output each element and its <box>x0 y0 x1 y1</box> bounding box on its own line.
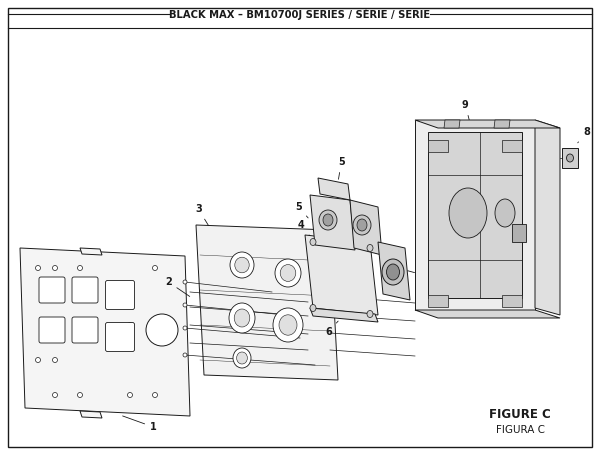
Polygon shape <box>562 148 578 168</box>
Ellipse shape <box>367 310 373 318</box>
Ellipse shape <box>152 266 157 271</box>
FancyBboxPatch shape <box>72 277 98 303</box>
Polygon shape <box>318 178 350 200</box>
Polygon shape <box>196 225 338 380</box>
Ellipse shape <box>183 326 187 330</box>
Text: BLACK MAX – BM10700J SERIES / SÉRIE / SERIE: BLACK MAX – BM10700J SERIES / SÉRIE / SE… <box>169 8 431 20</box>
FancyBboxPatch shape <box>72 317 98 343</box>
Text: 3: 3 <box>195 204 209 226</box>
FancyBboxPatch shape <box>39 317 65 343</box>
Ellipse shape <box>233 348 251 368</box>
Polygon shape <box>378 242 410 300</box>
Ellipse shape <box>357 219 367 231</box>
Ellipse shape <box>280 265 296 281</box>
Ellipse shape <box>273 308 303 342</box>
Ellipse shape <box>128 323 133 328</box>
Ellipse shape <box>319 210 337 230</box>
Polygon shape <box>80 248 102 255</box>
Text: 9: 9 <box>462 100 469 120</box>
Ellipse shape <box>353 215 371 235</box>
Ellipse shape <box>53 393 58 398</box>
Ellipse shape <box>310 304 316 312</box>
Text: 2: 2 <box>165 277 190 297</box>
Ellipse shape <box>386 264 400 280</box>
Ellipse shape <box>77 266 83 271</box>
Bar <box>502 295 522 307</box>
Ellipse shape <box>35 358 41 363</box>
Ellipse shape <box>323 214 333 226</box>
Ellipse shape <box>183 353 187 357</box>
Polygon shape <box>444 120 460 128</box>
Polygon shape <box>310 308 378 322</box>
FancyBboxPatch shape <box>39 277 65 303</box>
FancyBboxPatch shape <box>106 323 134 352</box>
Ellipse shape <box>35 266 41 271</box>
Text: 5: 5 <box>338 157 345 179</box>
Ellipse shape <box>146 314 178 346</box>
Ellipse shape <box>275 259 301 287</box>
Text: 8: 8 <box>578 127 590 143</box>
Ellipse shape <box>234 309 250 327</box>
Text: 1: 1 <box>122 416 157 432</box>
Ellipse shape <box>495 199 515 227</box>
Polygon shape <box>415 120 535 310</box>
Polygon shape <box>305 235 378 315</box>
Ellipse shape <box>53 266 58 271</box>
Ellipse shape <box>236 352 247 364</box>
FancyBboxPatch shape <box>106 280 134 309</box>
Ellipse shape <box>382 259 404 285</box>
Ellipse shape <box>235 257 249 273</box>
Polygon shape <box>350 200 382 255</box>
Ellipse shape <box>229 303 255 333</box>
Text: FIGURE C: FIGURE C <box>489 409 551 421</box>
Bar <box>502 140 522 152</box>
Bar <box>428 295 448 307</box>
Polygon shape <box>415 310 560 318</box>
Ellipse shape <box>128 393 133 398</box>
Text: 6: 6 <box>325 321 338 337</box>
Ellipse shape <box>566 154 574 162</box>
Text: 5: 5 <box>295 202 308 218</box>
Polygon shape <box>310 195 355 250</box>
Ellipse shape <box>279 315 297 335</box>
FancyBboxPatch shape <box>512 224 526 242</box>
Ellipse shape <box>230 252 254 278</box>
Ellipse shape <box>77 393 83 398</box>
Bar <box>428 140 448 152</box>
Polygon shape <box>535 120 560 315</box>
Ellipse shape <box>449 188 487 238</box>
Text: 4: 4 <box>298 220 311 238</box>
Text: FIGURA C: FIGURA C <box>496 425 545 435</box>
Text: 7: 7 <box>407 270 427 280</box>
Polygon shape <box>494 120 510 128</box>
Polygon shape <box>428 132 522 298</box>
Polygon shape <box>80 411 102 418</box>
Polygon shape <box>415 120 560 128</box>
Ellipse shape <box>183 303 187 307</box>
Polygon shape <box>20 248 190 416</box>
Ellipse shape <box>367 244 373 252</box>
Ellipse shape <box>152 393 157 398</box>
Ellipse shape <box>310 238 316 246</box>
Ellipse shape <box>183 280 187 284</box>
Ellipse shape <box>53 358 58 363</box>
